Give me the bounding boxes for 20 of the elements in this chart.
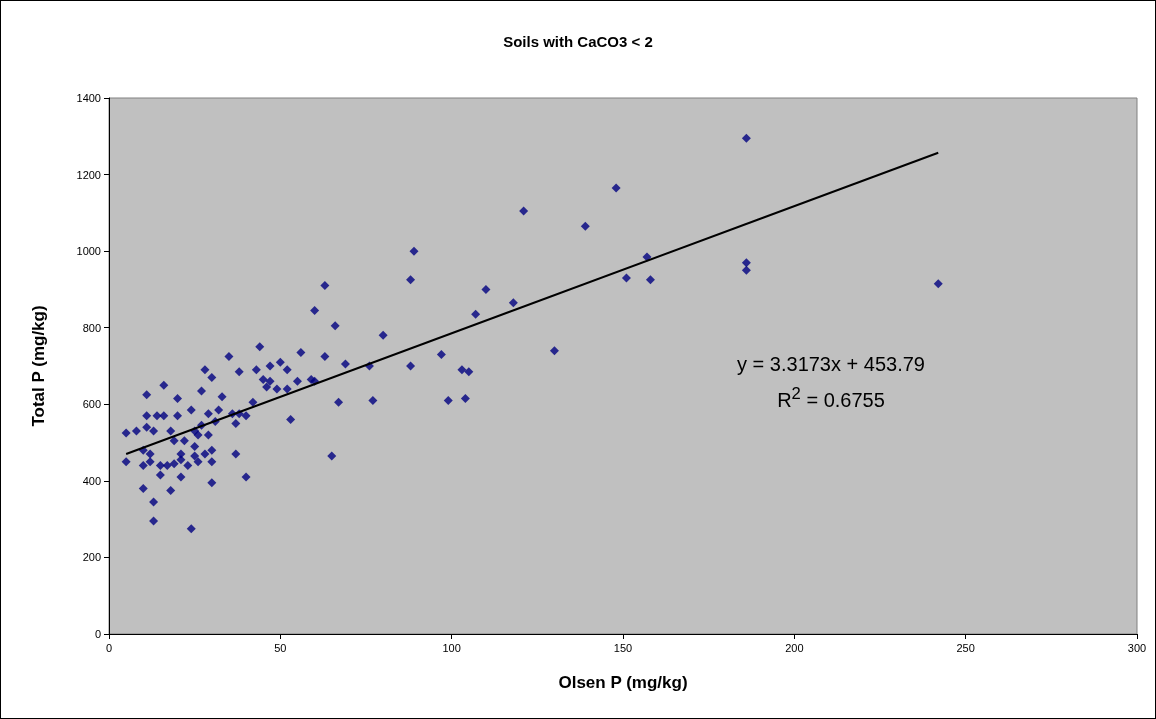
y-axis-title: Total P (mg/kg)	[29, 305, 48, 427]
y-tick-label: 1200	[76, 168, 101, 181]
chart-title: Soils with CaCO3 < 2	[503, 33, 653, 50]
x-tick-label: 100	[442, 641, 461, 654]
x-tick-label: 0	[105, 641, 113, 654]
x-axis-title: Olsen P (mg/kg)	[558, 673, 688, 692]
y-tick-label: 0	[94, 628, 101, 640]
x-tick-label: 250	[956, 641, 975, 654]
annotation: y = 3.3173x + 453.79	[736, 352, 926, 377]
y-tick-label: 1400	[76, 92, 101, 104]
y-tick-label: 1000	[76, 245, 101, 258]
y-tick-label: 600	[82, 398, 101, 411]
y-tick-label: 200	[82, 551, 101, 564]
x-tick-label: 150	[613, 641, 633, 654]
y-tick-label: 800	[82, 321, 101, 334]
annotation: R$^{2}$ = 0.6755	[776, 383, 886, 413]
x-tick-label: 300	[1127, 641, 1147, 654]
y-tick-label: 400	[82, 474, 101, 487]
x-tick-label: 50	[274, 641, 287, 654]
x-tick-label: 200	[785, 641, 804, 654]
